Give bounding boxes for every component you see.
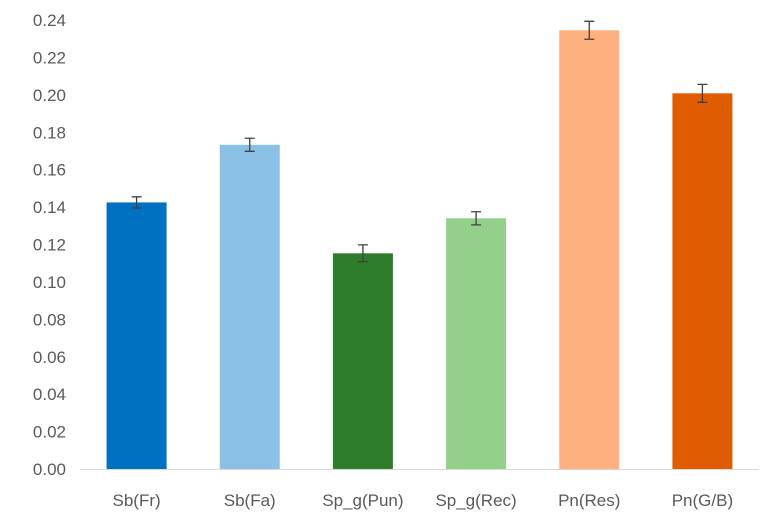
y-tick-label: 0.20: [33, 86, 66, 105]
y-tick-label: 0.18: [33, 123, 66, 142]
error-bar-1: [244, 137, 255, 152]
y-axis-tick-labels: 0.00 0.02 0.04 0.06 0.08 0.10 0.12 0.14 0.16 0.18…: [33, 11, 66, 479]
bar-5: [672, 93, 733, 469]
y-tick-label: 0.00: [33, 460, 66, 479]
x-category-label: Sp_g(Pun): [322, 491, 403, 510]
bar-2: [332, 253, 393, 469]
x-category-label: Sp_g(Rec): [435, 491, 516, 510]
x-axis-category-labels: Sb(Fr) Sb(Fa) Sp_g(Pun) Sp_g(Rec) Pn(Res) Pn(…: [112, 491, 733, 510]
bar-4: [559, 30, 620, 470]
bar-1: [219, 144, 280, 469]
error-bar-4: [584, 20, 595, 40]
y-tick-label: 0.10: [33, 273, 66, 292]
error-bars: [131, 20, 708, 263]
x-category-label: Pn(Res): [558, 491, 620, 510]
y-tick-label: 0.12: [33, 236, 66, 255]
y-tick-label: 0.06: [33, 348, 66, 367]
x-category-label: Sb(Fr): [112, 491, 160, 510]
y-tick-label: 0.22: [33, 48, 66, 67]
y-tick-label: 0.24: [33, 11, 66, 30]
bar-0: [106, 202, 167, 469]
x-category-label: Pn(G/B): [672, 491, 733, 510]
error-bar-3: [471, 211, 482, 226]
error-bar-2: [357, 244, 368, 263]
x-category-label: Sb(Fa): [224, 491, 276, 510]
y-tick-label: 0.08: [33, 310, 66, 329]
bar-3: [446, 218, 507, 469]
error-bar-0: [131, 196, 142, 209]
y-tick-label: 0.14: [33, 198, 66, 217]
y-tick-label: 0.02: [33, 423, 66, 442]
bars: [106, 30, 733, 470]
y-tick-label: 0.04: [33, 385, 66, 404]
error-bar-5: [697, 83, 708, 103]
y-tick-label: 0.16: [33, 161, 66, 180]
